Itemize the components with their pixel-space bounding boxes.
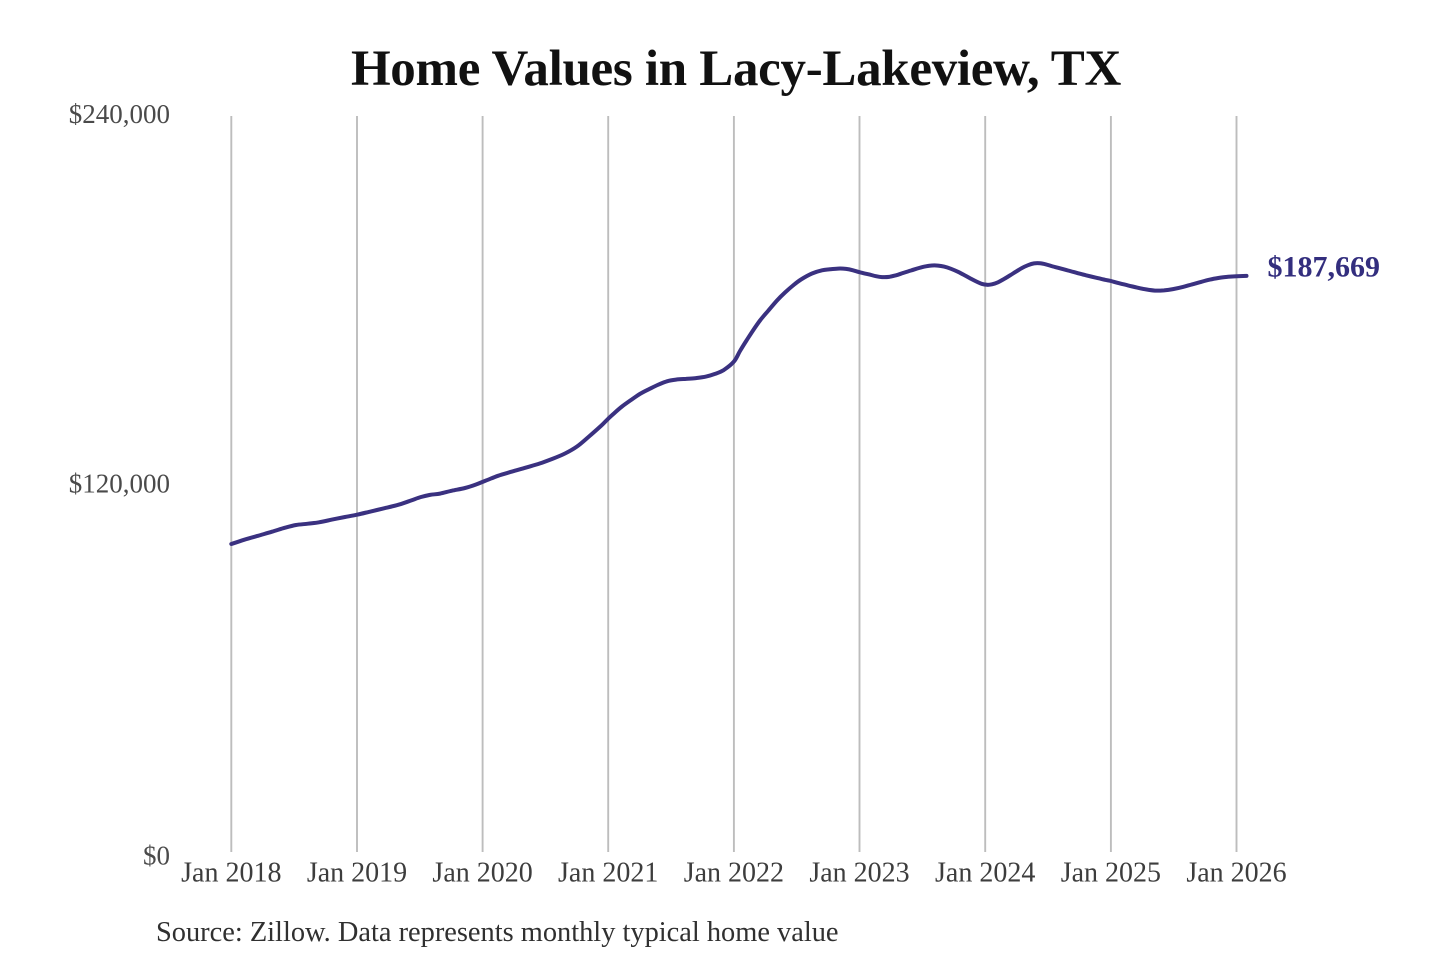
svg-text:$120,000: $120,000 [69, 469, 170, 499]
svg-text:$0: $0 [143, 841, 170, 871]
svg-text:Jan 2020: Jan 2020 [432, 858, 532, 889]
svg-text:$240,000: $240,000 [69, 99, 170, 129]
svg-text:Jan 2023: Jan 2023 [809, 858, 909, 889]
svg-text:Jan 2024: Jan 2024 [935, 858, 1035, 889]
svg-text:Source: Zillow. Data represent: Source: Zillow. Data represents monthly … [156, 917, 839, 948]
svg-text:Jan 2026: Jan 2026 [1186, 858, 1286, 889]
svg-text:Jan 2018: Jan 2018 [181, 858, 281, 889]
svg-text:Home Values in Lacy-Lakeview,: Home Values in Lacy-Lakeview, TX [351, 41, 1122, 97]
svg-text:$187,669: $187,669 [1268, 251, 1381, 284]
svg-text:Jan 2025: Jan 2025 [1061, 858, 1161, 889]
svg-text:Jan 2022: Jan 2022 [684, 858, 784, 889]
svg-text:Jan 2021: Jan 2021 [558, 858, 658, 889]
svg-text:Jan 2019: Jan 2019 [307, 858, 407, 889]
